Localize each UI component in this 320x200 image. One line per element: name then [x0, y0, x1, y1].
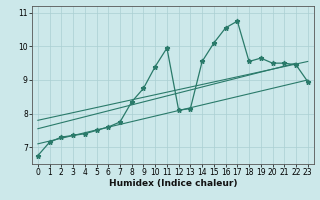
X-axis label: Humidex (Indice chaleur): Humidex (Indice chaleur)	[108, 179, 237, 188]
